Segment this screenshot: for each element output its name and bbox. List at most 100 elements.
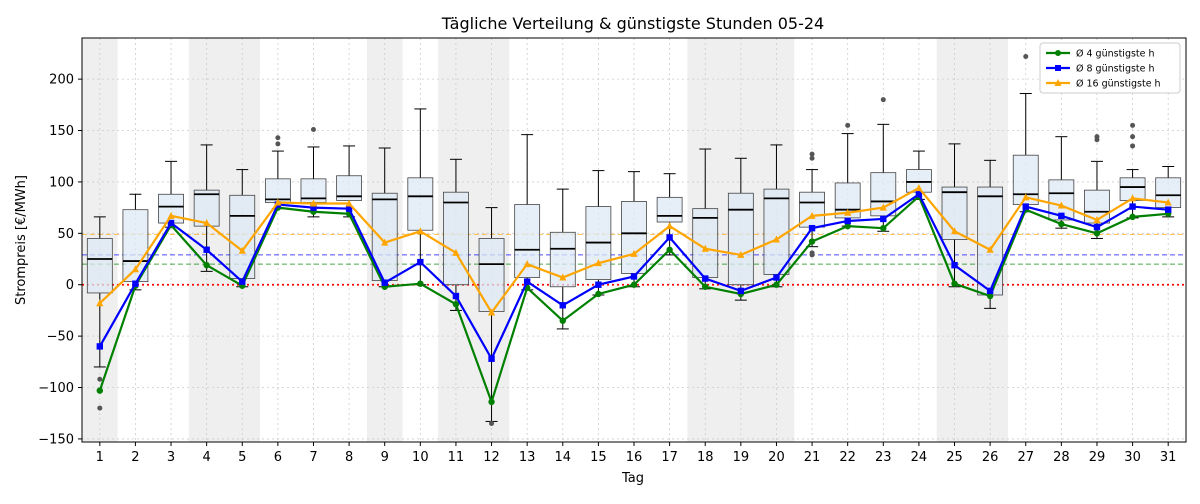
y-tick-label: 200 — [49, 73, 74, 88]
outlier-3 — [809, 250, 815, 256]
point-12 — [488, 398, 495, 406]
y-tick-label: 100 — [49, 175, 74, 190]
point-11 — [452, 292, 460, 300]
legend-label: Ø 4 günstigste h — [1076, 49, 1155, 60]
x-tick-label: 7 — [309, 450, 317, 465]
point-17 — [666, 246, 673, 253]
y-tick-label: 150 — [49, 124, 74, 139]
box-day-2 — [122, 193, 149, 291]
point-28 — [1058, 212, 1065, 220]
x-tick-label: 1 — [96, 450, 104, 465]
x-tick-label: 25 — [946, 450, 963, 465]
point-1 — [96, 343, 104, 350]
legend-entry-0: Ø 4 günstigste h — [1046, 49, 1155, 60]
point-22 — [844, 222, 851, 230]
x-tick-label: 28 — [1053, 450, 1070, 465]
point-31 — [1164, 198, 1172, 206]
point-25 — [951, 261, 958, 269]
outlier-1 — [1130, 134, 1136, 140]
point-18 — [701, 244, 709, 252]
point-5 — [239, 278, 246, 285]
point-23 — [879, 203, 887, 211]
point-22 — [844, 217, 851, 225]
x-tick-label: 12 — [483, 450, 500, 465]
point-1 — [96, 299, 104, 307]
point-12 — [487, 308, 496, 316]
point-27 — [1022, 203, 1029, 210]
point-30 — [1129, 203, 1136, 210]
weekend-shading — [82, 38, 1008, 442]
x-tick-label: 4 — [203, 450, 211, 465]
outlier-0 — [489, 420, 495, 426]
x-tick-label: 20 — [768, 450, 785, 465]
point-24 — [915, 191, 923, 198]
point-17 — [666, 222, 674, 230]
x-tick-label: 30 — [1124, 450, 1141, 465]
legend-marker — [1055, 65, 1061, 71]
point-13 — [523, 260, 531, 268]
box-day-17 — [656, 173, 683, 256]
boxes — [86, 54, 1182, 426]
point-12 — [488, 355, 495, 362]
x-tick-label: 13 — [519, 450, 536, 465]
point-13 — [523, 278, 531, 285]
point-4 — [203, 246, 210, 253]
box-day-25 — [941, 143, 968, 288]
point-29 — [1093, 223, 1101, 231]
outlier-0 — [310, 126, 316, 132]
point-6 — [274, 198, 282, 206]
point-15 — [595, 281, 602, 288]
point-30 — [1128, 194, 1137, 202]
box-day-6 — [264, 135, 291, 210]
x-tick-label: 16 — [626, 450, 643, 465]
x-tick-label: 14 — [555, 450, 572, 465]
point-7 — [309, 199, 318, 207]
box-iqr — [656, 196, 683, 223]
point-21 — [808, 238, 816, 245]
point-27 — [1022, 193, 1030, 201]
box-day-8 — [336, 145, 362, 218]
point-24 — [915, 184, 923, 192]
point-10 — [417, 258, 424, 266]
x-tick-label: 31 — [1160, 450, 1177, 465]
x-tick-label: 11 — [448, 450, 465, 465]
box-iqr — [763, 188, 790, 275]
point-18 — [702, 275, 709, 282]
point-19 — [737, 250, 745, 258]
point-23 — [880, 224, 887, 232]
box-day-16 — [621, 171, 647, 288]
y-tick-label: −50 — [47, 330, 74, 345]
y-axis-label: Strompreis [€/MWh] — [14, 175, 29, 305]
x-tick-label: 9 — [381, 450, 389, 465]
x-tick-label: 3 — [167, 450, 175, 465]
box-day-10 — [407, 108, 434, 286]
y-axis: −150 −100 −50 0 50 100 150 200 — [38, 73, 82, 447]
x-tick-label: 21 — [804, 450, 821, 465]
point-14 — [559, 302, 566, 309]
point-26 — [986, 245, 994, 253]
point-11 — [452, 248, 460, 256]
series-lines — [96, 184, 1172, 406]
point-4 — [203, 261, 210, 269]
box-iqr — [621, 201, 647, 274]
box-iqr — [407, 177, 434, 231]
point-2 — [132, 280, 139, 287]
x-tick-label: 19 — [733, 450, 750, 465]
point-26 — [986, 287, 994, 295]
point-20 — [772, 235, 781, 243]
legend-marker — [1054, 79, 1062, 86]
x-tick-label: 29 — [1089, 450, 1106, 465]
x-axis: 1 2 3 4 5 6 7 8 9 10 11 12 13 14 15 16 17 18 19 20 21 22 23 24 2… — [96, 442, 1177, 465]
y-tick-label: −100 — [38, 381, 74, 396]
legend-entry-2: Ø 16 günstigste h — [1046, 79, 1161, 90]
legend-label: Ø 16 günstigste h — [1076, 79, 1161, 90]
chart-title: Tägliche Verteilung & günstigste Stunden… — [441, 14, 824, 33]
point-8 — [345, 205, 353, 212]
point-9 — [381, 238, 389, 246]
x-tick-label: 10 — [412, 450, 429, 465]
x-tick-label: 6 — [274, 450, 282, 465]
x-tick-label: 24 — [911, 450, 928, 465]
point-22 — [844, 208, 852, 216]
